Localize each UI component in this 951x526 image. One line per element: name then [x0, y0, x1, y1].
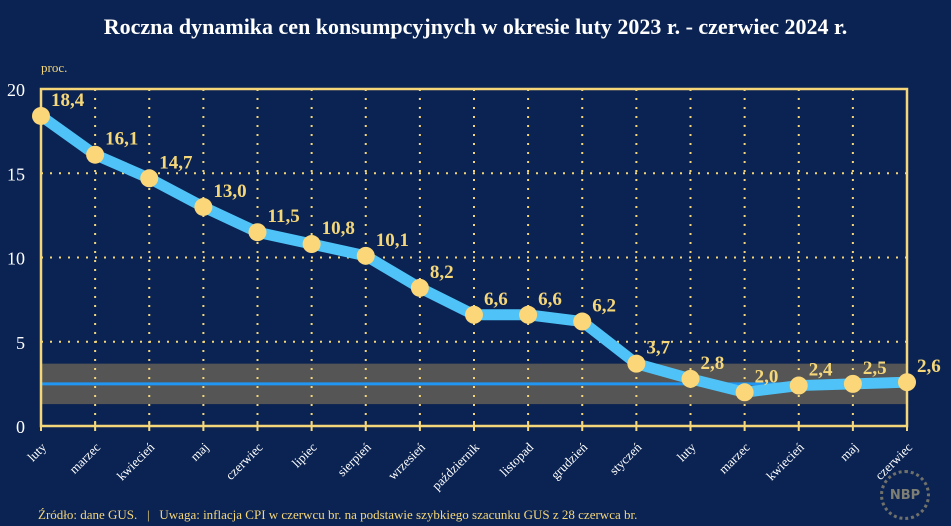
y-tick-label: 0 [16, 417, 25, 437]
data-point [681, 369, 700, 388]
data-label: 3,7 [646, 338, 670, 359]
y-tick-label: 15 [7, 164, 25, 184]
data-label: 16,1 [105, 129, 138, 150]
data-point [32, 106, 50, 125]
plot-frame [39, 87, 909, 428]
nbp-logo: NBP [880, 470, 930, 520]
data-label: 11,5 [268, 206, 300, 227]
x-tick-label: maj [837, 440, 861, 464]
y-axis-label: proc. [41, 60, 67, 75]
data-point [248, 223, 267, 242]
data-label: 6,6 [484, 289, 508, 310]
data-point [356, 246, 375, 265]
x-tick-label: wrzesień [385, 439, 429, 483]
x-tick-label: lipiec [289, 439, 320, 470]
data-label: 2,6 [917, 356, 941, 377]
data-label: 2,5 [863, 358, 887, 379]
data-point [573, 312, 592, 331]
x-tick-label: marzec [66, 439, 103, 476]
x-tick-label: czerwiec [222, 439, 265, 482]
data-label: 13,0 [213, 181, 246, 202]
data-label: 8,2 [430, 262, 454, 283]
x-tick-label: październik [429, 439, 483, 493]
x-tick-label: grudzień [548, 439, 591, 482]
x-tick-label: maj [187, 440, 211, 464]
data-point [140, 169, 159, 188]
data-point [86, 145, 105, 164]
data-point [410, 278, 429, 297]
x-tick-label: sierpień [334, 439, 374, 479]
source-note: Źródło: dane GUS. | Uwaga: inflacja CPI … [38, 507, 638, 522]
data-point [789, 376, 808, 395]
data-label: 2,8 [701, 353, 725, 374]
x-tick-label: luty [674, 439, 699, 464]
data-label: 18,4 [51, 90, 85, 111]
data-point [465, 305, 483, 324]
x-tick-label: kwiecień [114, 439, 158, 483]
data-point [627, 354, 646, 373]
data-label: 10,8 [322, 218, 355, 239]
x-tick-label: styczeń [606, 439, 645, 478]
data-point [302, 235, 321, 254]
data-label: 10,1 [376, 230, 409, 251]
y-tick-label: 20 [7, 80, 25, 100]
y-tick-label: 10 [7, 249, 25, 269]
data-point [194, 197, 213, 216]
x-tick-label: marzec [716, 439, 753, 476]
data-label: 2,4 [809, 360, 833, 381]
data-label: 14,7 [159, 152, 193, 173]
x-tick-label: luty [24, 439, 49, 464]
y-tick-label: 5 [16, 333, 25, 353]
data-point [735, 383, 754, 402]
data-point [519, 305, 538, 324]
data-point [898, 373, 916, 392]
chart-title: Roczna dynamika cen konsumpcyjnych w okr… [103, 14, 848, 39]
x-tick-label: listopad [497, 439, 537, 479]
x-tick-label: kwiecień [763, 439, 807, 483]
data-label: 2,0 [755, 366, 779, 387]
data-label: 6,6 [538, 289, 562, 310]
data-label: 6,2 [592, 296, 616, 317]
data-point [843, 374, 862, 393]
